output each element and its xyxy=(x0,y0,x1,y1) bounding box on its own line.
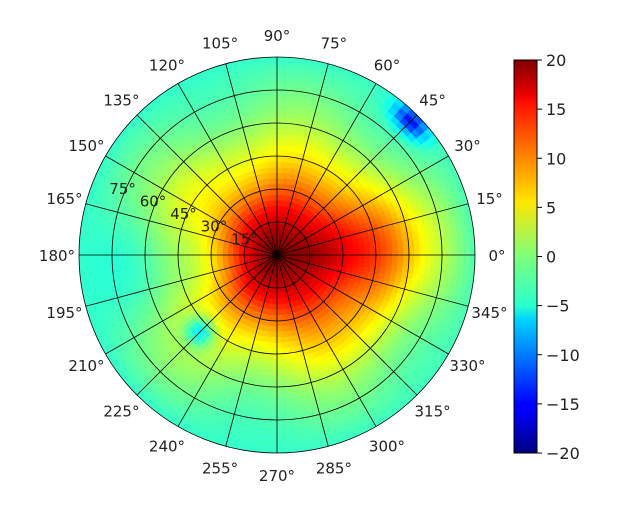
heat-cell xyxy=(276,83,285,91)
heat-cell xyxy=(276,100,285,107)
heat-cell xyxy=(268,72,278,80)
heat-cell xyxy=(419,254,427,262)
heat-cell xyxy=(425,254,432,263)
heat-cell xyxy=(270,392,278,399)
heat-cell xyxy=(100,246,107,257)
heat-cell xyxy=(276,430,286,438)
heat-cell xyxy=(133,248,140,256)
heat-cell xyxy=(441,246,449,256)
heat-cell xyxy=(452,253,460,264)
polar-heatmap-field xyxy=(79,57,475,453)
heat-cell xyxy=(452,246,460,256)
heat-cell xyxy=(83,254,91,265)
heat-cell xyxy=(270,397,278,405)
heat-cell xyxy=(138,248,146,256)
heat-cell xyxy=(275,61,286,69)
heat-cell xyxy=(275,67,286,74)
heat-cell xyxy=(276,435,287,443)
heat-cell xyxy=(269,403,278,410)
heat-cell xyxy=(94,254,102,264)
heat-cell xyxy=(268,430,279,438)
heat-cell xyxy=(447,253,454,264)
heat-cell xyxy=(269,419,278,427)
heat-cell xyxy=(403,254,410,262)
heat-cell xyxy=(116,247,124,256)
heat-cell xyxy=(430,254,438,263)
heat-cell xyxy=(276,111,284,118)
heat-cell xyxy=(267,67,278,75)
heat-cell xyxy=(276,122,284,129)
heat-cell xyxy=(269,408,278,416)
heat-cell xyxy=(458,253,465,264)
heat-cell xyxy=(105,254,113,264)
heat-cell xyxy=(100,254,107,264)
heat-cell xyxy=(408,254,416,262)
heat-cell xyxy=(83,246,91,257)
heat-cell xyxy=(94,246,102,257)
heat-cell xyxy=(276,419,286,427)
heat-cell xyxy=(276,425,286,432)
heat-cell xyxy=(414,254,421,262)
heat-cell xyxy=(276,116,284,124)
heat-cell xyxy=(270,386,278,394)
heat-cell xyxy=(268,83,278,91)
heat-cell xyxy=(122,247,129,256)
heat-cell xyxy=(267,61,278,69)
heat-cell xyxy=(127,248,135,256)
heat-cell xyxy=(105,247,113,256)
heat-cell xyxy=(268,425,279,432)
heat-cell xyxy=(463,245,471,256)
heat-cell xyxy=(89,246,96,257)
heat-cell xyxy=(276,105,284,113)
heat-cell xyxy=(441,254,449,263)
heat-cell xyxy=(89,254,97,265)
heat-cell xyxy=(447,246,454,256)
heat-cell xyxy=(457,245,465,256)
heat-cell xyxy=(270,381,278,388)
heat-cell xyxy=(144,248,151,256)
heat-cell xyxy=(276,94,285,102)
heat-cell xyxy=(268,436,279,443)
heat-cell xyxy=(275,72,286,80)
heat-cell xyxy=(268,78,278,85)
heat-cell xyxy=(275,78,286,85)
